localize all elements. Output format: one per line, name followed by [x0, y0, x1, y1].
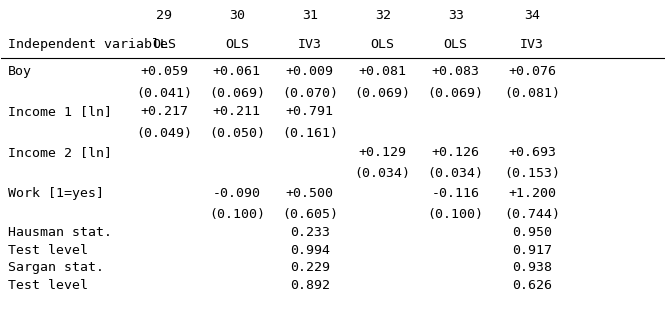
Text: Hausman stat.: Hausman stat. [8, 227, 112, 239]
Text: Sargan stat.: Sargan stat. [8, 261, 104, 274]
Text: (0.069): (0.069) [355, 87, 411, 100]
Text: +0.126: +0.126 [432, 146, 480, 159]
Text: (0.100): (0.100) [428, 208, 484, 221]
Text: 0.950: 0.950 [512, 227, 552, 239]
Text: +1.200: +1.200 [508, 187, 556, 200]
Text: +0.129: +0.129 [359, 146, 407, 159]
Text: IV3: IV3 [520, 38, 544, 51]
Text: (0.070): (0.070) [282, 87, 338, 100]
Text: +0.791: +0.791 [286, 105, 334, 118]
Text: (0.081): (0.081) [504, 87, 560, 100]
Text: OLS: OLS [152, 38, 176, 51]
Text: +0.211: +0.211 [213, 105, 261, 118]
Text: (0.069): (0.069) [428, 87, 484, 100]
Text: (0.153): (0.153) [504, 167, 560, 180]
Text: Test level: Test level [8, 244, 88, 257]
Text: Work [1=yes]: Work [1=yes] [8, 187, 104, 200]
Text: +0.500: +0.500 [286, 187, 334, 200]
Text: (0.605): (0.605) [282, 208, 338, 221]
Text: Independent variable: Independent variable [8, 38, 168, 51]
Text: -0.116: -0.116 [432, 187, 480, 200]
Text: OLS: OLS [444, 38, 468, 51]
Text: +0.217: +0.217 [140, 105, 188, 118]
Text: OLS: OLS [371, 38, 395, 51]
Text: +0.061: +0.061 [213, 65, 261, 78]
Text: (0.050): (0.050) [209, 126, 265, 140]
Text: +0.059: +0.059 [140, 65, 188, 78]
Text: (0.041): (0.041) [136, 87, 192, 100]
Text: (0.034): (0.034) [355, 167, 411, 180]
Text: 0.938: 0.938 [512, 261, 552, 274]
Text: (0.049): (0.049) [136, 126, 192, 140]
Text: 0.917: 0.917 [512, 244, 552, 257]
Text: 0.994: 0.994 [290, 244, 330, 257]
Text: (0.069): (0.069) [209, 87, 265, 100]
Text: Income 2 [ln]: Income 2 [ln] [8, 146, 112, 159]
Text: -0.090: -0.090 [213, 187, 261, 200]
Text: 34: 34 [524, 9, 540, 22]
Text: +0.083: +0.083 [432, 65, 480, 78]
Text: 0.233: 0.233 [290, 227, 330, 239]
Text: 0.626: 0.626 [512, 279, 552, 292]
Text: +0.693: +0.693 [508, 146, 556, 159]
Text: 0.892: 0.892 [290, 279, 330, 292]
Text: 30: 30 [229, 9, 245, 22]
Text: 31: 31 [302, 9, 318, 22]
Text: +0.009: +0.009 [286, 65, 334, 78]
Text: Boy: Boy [8, 65, 32, 78]
Text: (0.100): (0.100) [209, 208, 265, 221]
Text: 0.229: 0.229 [290, 261, 330, 274]
Text: 32: 32 [375, 9, 391, 22]
Text: 33: 33 [448, 9, 464, 22]
Text: (0.744): (0.744) [504, 208, 560, 221]
Text: (0.034): (0.034) [428, 167, 484, 180]
Text: +0.076: +0.076 [508, 65, 556, 78]
Text: Test level: Test level [8, 279, 88, 292]
Text: +0.081: +0.081 [359, 65, 407, 78]
Text: IV3: IV3 [298, 38, 322, 51]
Text: 29: 29 [156, 9, 172, 22]
Text: OLS: OLS [225, 38, 249, 51]
Text: Income 1 [ln]: Income 1 [ln] [8, 105, 112, 118]
Text: (0.161): (0.161) [282, 126, 338, 140]
